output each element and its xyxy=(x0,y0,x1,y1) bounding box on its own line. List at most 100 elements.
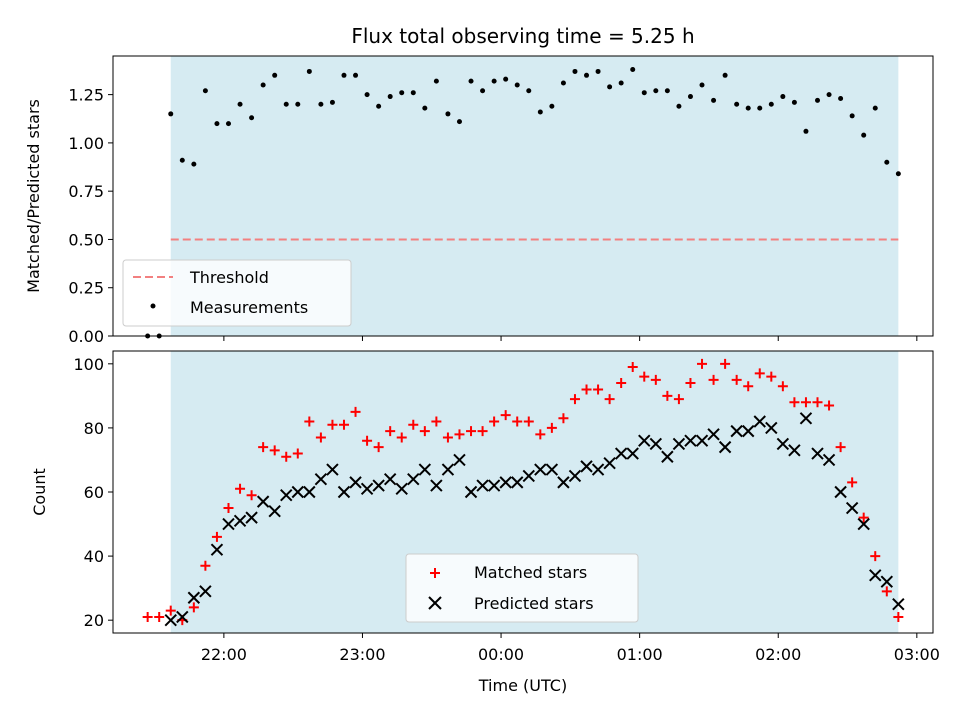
predicted-star-point xyxy=(337,485,351,499)
predicted-star-point xyxy=(522,469,535,483)
y-axis-label: Matched/Predicted stars xyxy=(24,99,43,293)
measurement-point xyxy=(630,67,636,73)
measurement-point xyxy=(745,105,751,111)
matched-star-point xyxy=(154,611,165,622)
measurement-point xyxy=(318,101,324,107)
predicted-star-point xyxy=(695,434,709,447)
legend-matched-swatch xyxy=(430,568,440,578)
predicted-star-point xyxy=(869,569,882,582)
matched-star-point xyxy=(639,371,650,382)
matched-star-point xyxy=(754,368,765,379)
predicted-star-point xyxy=(684,434,697,447)
measurement-point xyxy=(838,95,844,101)
y-tick-label: 0.00 xyxy=(68,327,104,346)
predicted-star-point xyxy=(707,428,720,441)
matched-star-point xyxy=(731,374,742,385)
predicted-star-point xyxy=(661,450,674,463)
matched-star-point xyxy=(512,416,523,427)
matched-star-point xyxy=(315,432,326,443)
legend: Matched stars Predicted stars xyxy=(405,553,639,623)
y-tick-label: 100 xyxy=(73,355,104,374)
measurement-point xyxy=(653,88,659,94)
predicted-star-point xyxy=(753,415,766,428)
matched-star-point xyxy=(616,378,627,389)
matched-star-point xyxy=(858,512,869,523)
measurement-point xyxy=(353,72,359,78)
predicted-star-point xyxy=(280,488,293,502)
axes-frame xyxy=(112,350,934,634)
measurement-point xyxy=(687,94,693,100)
matched-star-point xyxy=(431,416,442,427)
matched-star-point xyxy=(835,442,846,453)
matched-star-point xyxy=(881,586,892,597)
predicted-star-point xyxy=(545,463,559,476)
predicted-star-point xyxy=(822,453,836,467)
predicted-star-point xyxy=(360,482,374,496)
matched-star-point xyxy=(200,560,211,571)
predicted-star-point xyxy=(222,517,235,531)
predicted-star-point xyxy=(614,447,628,460)
matched-star-point xyxy=(338,419,349,430)
predicted-star-point xyxy=(176,610,189,624)
matched-star-point xyxy=(235,483,246,494)
predicted-star-point xyxy=(730,424,743,438)
legend-measurements-swatch xyxy=(150,303,156,309)
measurement-point xyxy=(364,92,370,98)
predicted-star-point xyxy=(199,585,212,598)
measurement-point xyxy=(225,121,231,127)
matched-star-point xyxy=(523,416,534,427)
matched-star-point xyxy=(350,406,361,417)
predicted-star-point xyxy=(164,613,177,627)
measurement-point xyxy=(295,101,301,107)
predicted-star-point xyxy=(326,463,339,476)
y-tick-label: 60 xyxy=(84,483,104,502)
matched-star-point xyxy=(893,611,904,622)
measurement-point xyxy=(503,76,509,82)
matched-star-point xyxy=(500,410,511,421)
legend-matched-label: Matched stars xyxy=(474,563,587,582)
matched-star-point xyxy=(211,531,222,542)
predicted-star-points xyxy=(164,412,905,627)
measurement-point xyxy=(884,159,890,165)
measurement-point xyxy=(699,82,705,88)
predicted-star-point xyxy=(407,472,420,486)
measurement-point xyxy=(872,105,878,111)
measurement-point xyxy=(341,72,347,78)
measurement-point xyxy=(249,115,255,121)
matched-star-point xyxy=(223,503,234,514)
matched-star-point xyxy=(188,602,199,613)
predicted-star-point xyxy=(568,469,582,483)
matched-star-point xyxy=(743,381,754,392)
predicted-star-point xyxy=(256,495,270,508)
predicted-star-point xyxy=(765,421,778,435)
count-panel: 20 40 60 80 100 22:00 23:00 00:00 01:00 02:00 03:… xyxy=(30,350,940,695)
y-tick-label: 1.00 xyxy=(68,134,104,153)
matched-star-point xyxy=(292,448,303,459)
measurement-point xyxy=(191,161,197,167)
predicted-star-point xyxy=(603,456,616,470)
matched-star-point xyxy=(396,432,407,443)
measurement-point xyxy=(179,157,185,163)
measurement-point xyxy=(422,105,428,111)
x-tick-label: 02:00 xyxy=(755,645,801,664)
ratio-panel: Flux total observing time = 5.25 h 0.000… xyxy=(24,24,934,346)
measurement-point xyxy=(399,90,405,96)
predicted-star-point xyxy=(383,472,397,486)
measurement-point xyxy=(572,68,578,74)
x-tick-label: 23:00 xyxy=(339,645,385,664)
legend: Threshold Measurements xyxy=(122,259,352,327)
predicted-star-point xyxy=(233,514,247,528)
matched-star-point xyxy=(581,384,592,395)
legend-box xyxy=(122,259,352,327)
predicted-star-point xyxy=(892,597,905,611)
measurement-point xyxy=(895,171,901,177)
measurement-point xyxy=(410,90,416,96)
matched-star-point xyxy=(662,390,673,401)
measurement-point xyxy=(549,103,555,109)
predicted-star-point xyxy=(210,543,224,556)
matched-star-point xyxy=(408,419,419,430)
measurement-point xyxy=(791,99,797,105)
matched-star-point xyxy=(304,416,315,427)
predicted-star-point xyxy=(834,485,847,499)
